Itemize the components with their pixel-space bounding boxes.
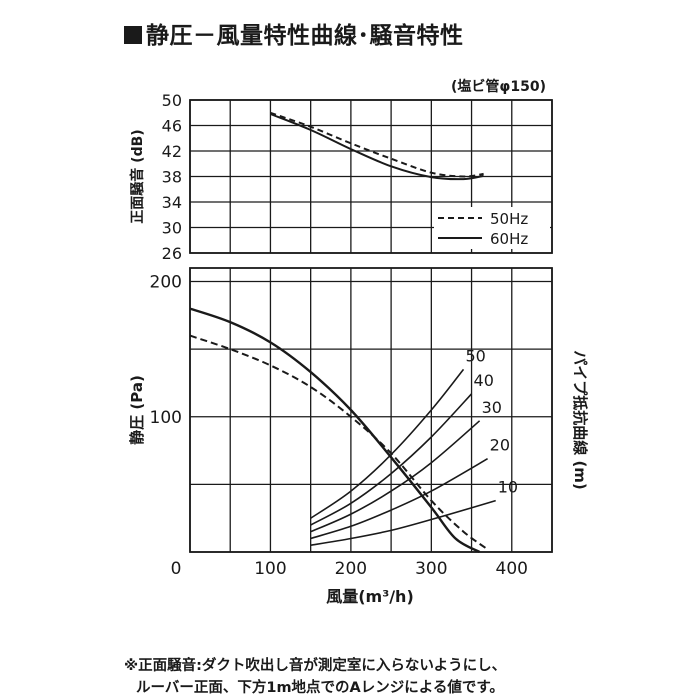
footnote-line-2: ルーバー正面、下方1m地点でのAレンジによる値です。	[136, 680, 504, 696]
noise-y-tick-label: 38	[162, 168, 182, 187]
pipe-curve-label-20: 20	[490, 436, 510, 455]
footnote-line-1: ※正面騒音:ダクト吹出し音が測定室に入らないようにし、	[124, 658, 507, 674]
noise-y-tick-label: 30	[162, 219, 182, 238]
chart-title-text: 静圧－風量特性曲線･騒音特性	[146, 23, 464, 49]
pressure-x-tick-label: 0	[171, 559, 182, 579]
noise-y-tick-label: 50	[162, 91, 182, 110]
noise-plot-frame	[189, 99, 553, 254]
noise-y-tick-label: 34	[162, 193, 182, 212]
pressure-series-50hz-line	[189, 334, 489, 551]
pressure-x-tick-label: 400	[496, 559, 528, 579]
pressure-y-tick-label: 200	[150, 273, 182, 293]
noise-annotation: (塩ビ管φ150)	[451, 78, 546, 95]
pipe-curve-label-40: 40	[474, 371, 494, 390]
noise-y-tick-label: 46	[162, 117, 182, 136]
noise-y-tick-label: 26	[162, 244, 182, 263]
pipe-curve-20m	[310, 458, 489, 540]
pressure-x-tick-label: 200	[335, 559, 367, 579]
square-bullet-icon	[124, 26, 142, 44]
pressure-x-tick-label: 100	[254, 559, 286, 579]
legend-label-60hz: 60Hz	[490, 230, 528, 248]
pressure-y-tick-label: 100	[150, 408, 182, 428]
pipe-curve-label-10: 10	[498, 478, 518, 497]
noise-series-50hz-line	[270, 111, 484, 178]
pressure-x-axis-label: 風量(m³/h)	[326, 587, 414, 606]
chart-title: 静圧－風量特性曲線･騒音特性	[124, 16, 464, 50]
noise-y-tick-label: 42	[162, 142, 182, 161]
pressure-x-tick-label: 300	[415, 559, 447, 579]
legend-label-50hz: 50Hz	[490, 210, 528, 228]
pipe-curve-axis-label: パイプ抵抗曲線 (m)	[571, 350, 589, 490]
noise-y-axis-label: 正面騒音 (dB)	[129, 129, 146, 223]
pressure-plot-frame	[189, 267, 553, 553]
noise-series-60hz-line	[270, 113, 484, 181]
pipe-curve-10m	[310, 499, 496, 546]
pipe-curve-40m	[310, 393, 473, 526]
pipe-curve-label-30: 30	[482, 398, 502, 417]
pressure-y-axis-label: 静圧 (Pa)	[128, 375, 146, 445]
pipe-curve-30m	[310, 420, 481, 533]
pipe-curve-label-50: 50	[466, 346, 486, 365]
noise-legend-box	[434, 207, 550, 249]
pressure-series-60hz-line	[189, 307, 481, 554]
